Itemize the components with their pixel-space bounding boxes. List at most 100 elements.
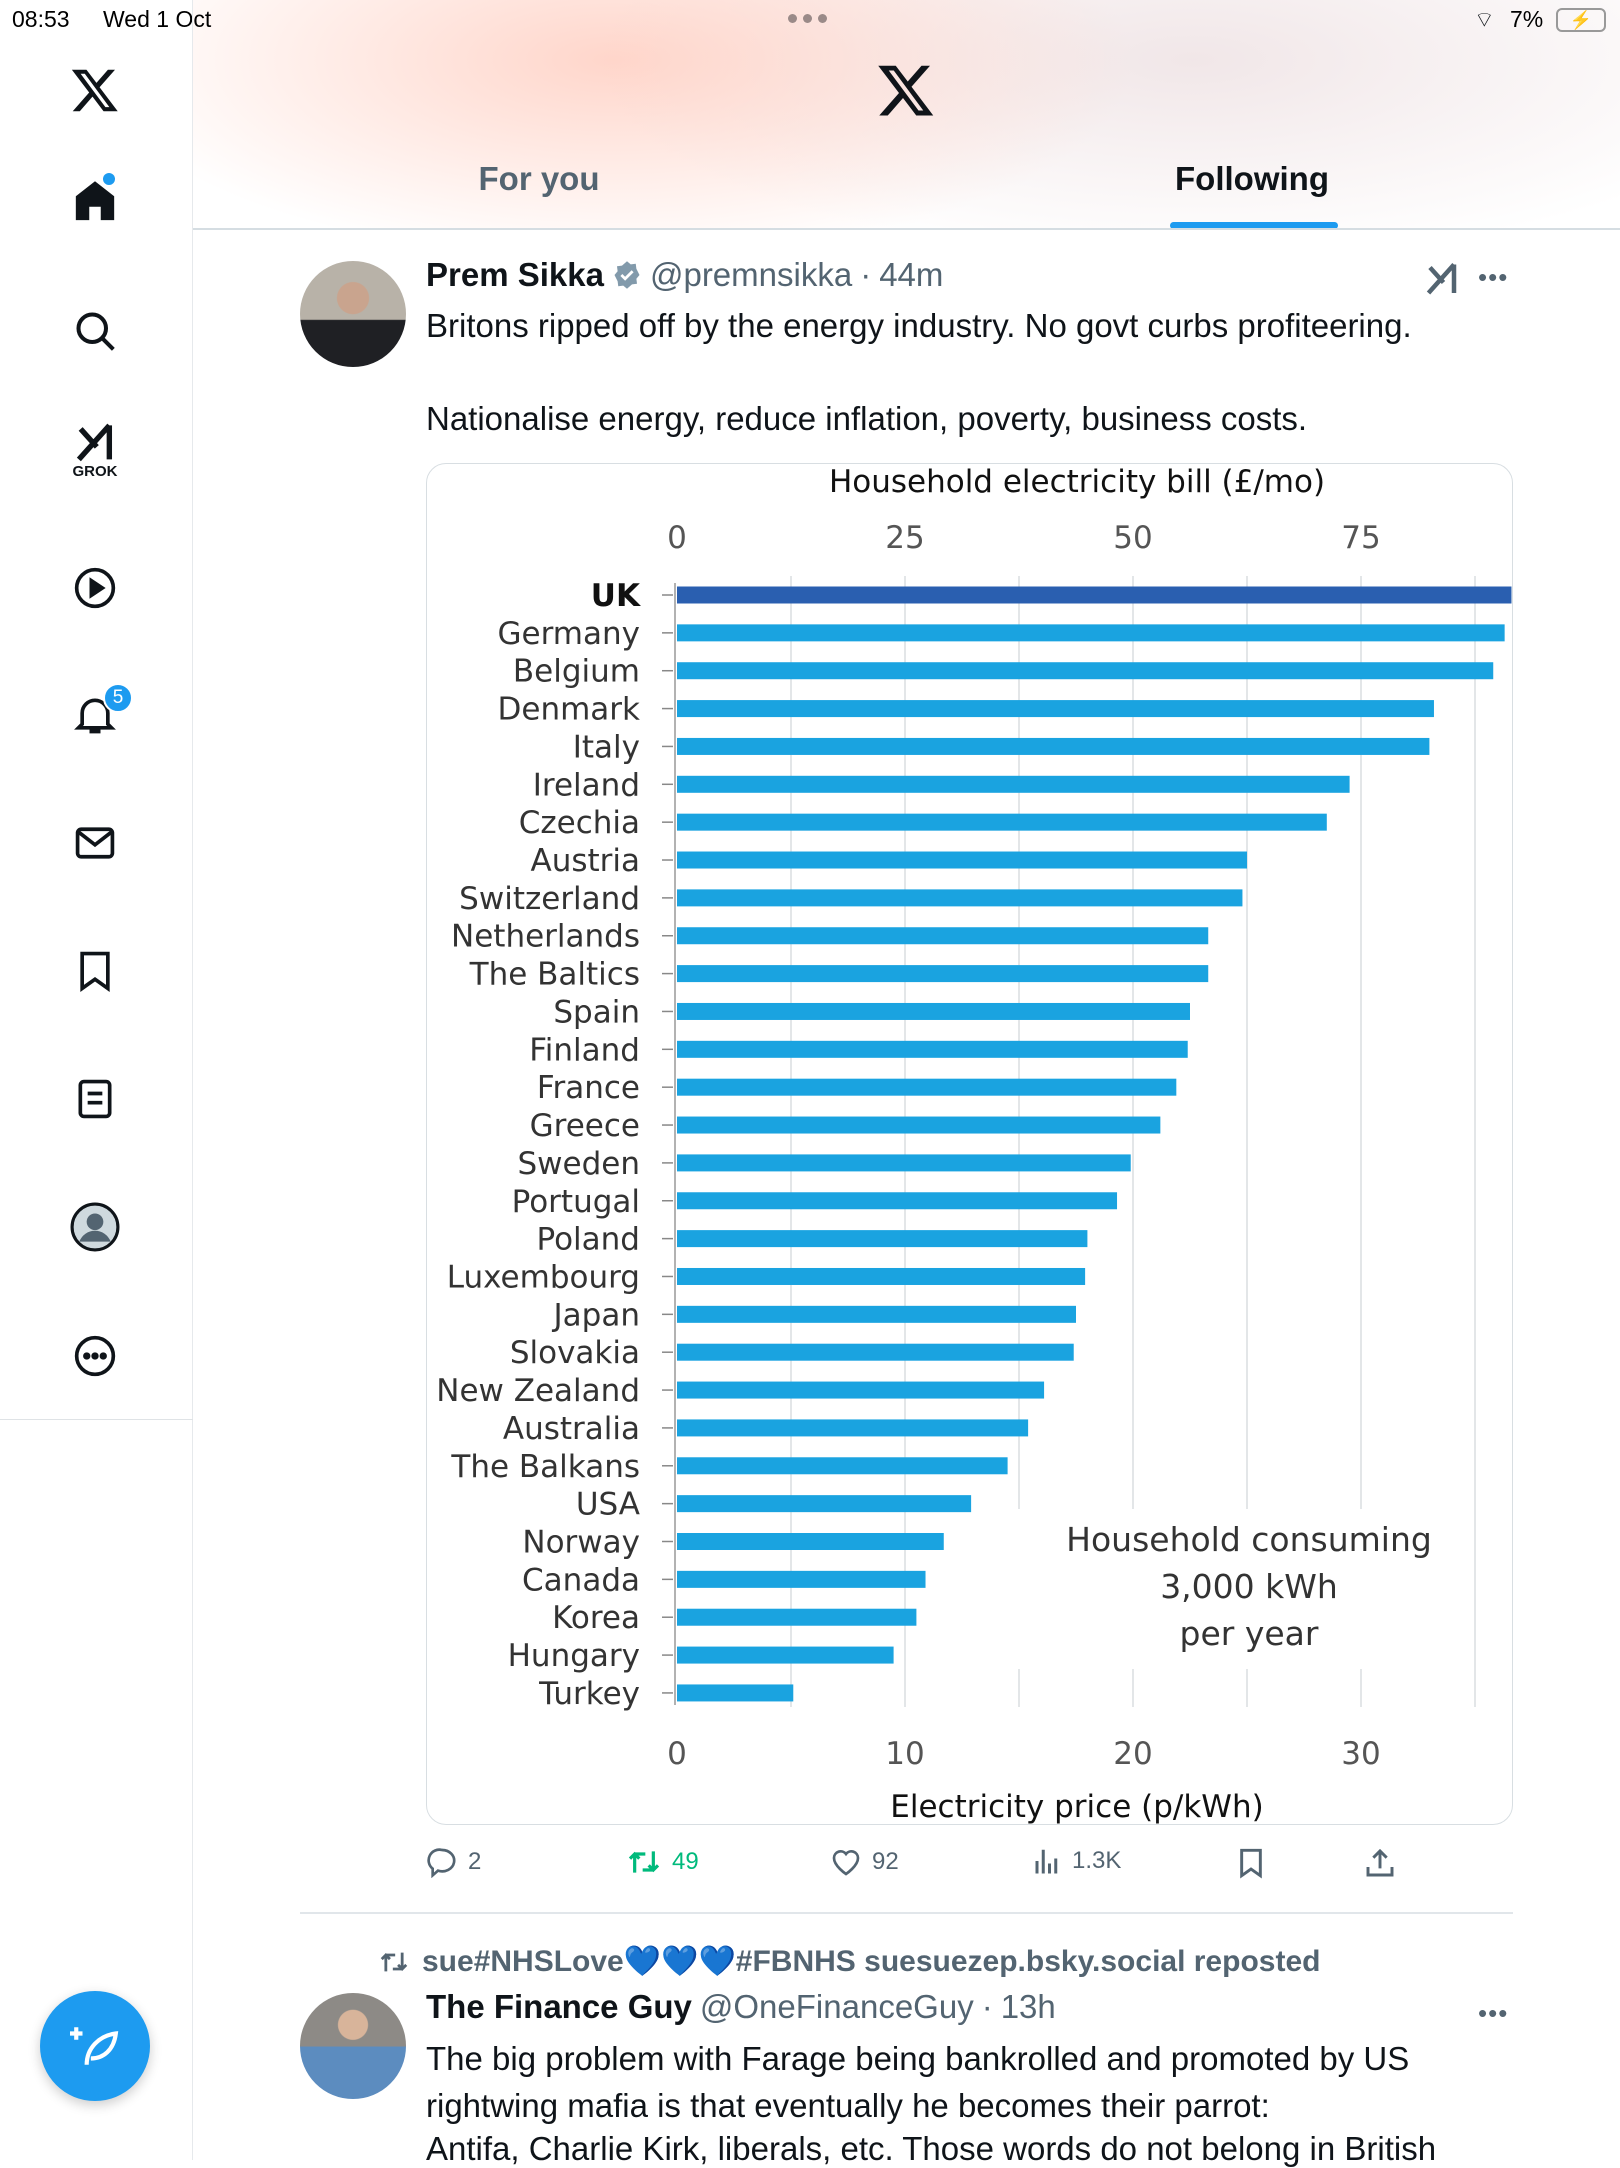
post-time[interactable]: 13h (1000, 1988, 1056, 2025)
author-avatar[interactable] (300, 1993, 406, 2099)
bar-chart: Household electricity bill (£/mo) 0 25 50 75… (436, 464, 1512, 1824)
share-icon (1366, 1848, 1394, 1877)
annotation-background (982, 1509, 1402, 1669)
reply-button[interactable]: 2 (426, 1846, 481, 1878)
category-label: Norway (522, 1525, 640, 1561)
category-label: Portugal (512, 1184, 640, 1220)
author-handle[interactable]: @OneFinanceGuy (699, 1988, 974, 2025)
sidebar: GROK 5 (0, 0, 193, 2160)
category-label: The Balkans (450, 1449, 640, 1485)
status-date: Wed 1 Oct (103, 6, 212, 32)
list-icon (78, 1079, 112, 1119)
bar-slovakia (677, 1343, 1074, 1361)
grok-explain-icon[interactable] (1424, 258, 1460, 303)
bell-icon (74, 698, 116, 734)
compose-post-button[interactable] (40, 1991, 150, 2101)
nav-search[interactable] (65, 301, 125, 361)
tab-following[interactable]: Following (1175, 160, 1329, 197)
nav-grok[interactable]: GROK (65, 420, 125, 480)
bar-usa (677, 1495, 972, 1513)
multitask-dots-icon[interactable] (788, 14, 827, 23)
category-label: Belgium (513, 654, 640, 690)
repost-button[interactable]: 49 (626, 1846, 699, 1878)
author-handle[interactable]: @premnsikka (649, 256, 853, 293)
annotation-text: per year (1180, 1614, 1319, 1653)
repost-icon (380, 1952, 408, 1971)
bookmark-icon (1240, 1848, 1262, 1879)
bar-new-zealand (677, 1381, 1045, 1399)
repost-attribution[interactable]: sue#NHSLove💙💙💙#FBNHS suesuezep.bsky.soci… (422, 1945, 1321, 1978)
category-label: Poland (537, 1222, 641, 1258)
bar-austria (677, 851, 1247, 869)
more-options-icon[interactable]: ••• (1478, 1998, 1509, 2028)
bar-korea (677, 1608, 917, 1626)
nav-profile[interactable] (65, 1197, 125, 1257)
category-label: France (537, 1070, 640, 1106)
more-options-icon[interactable]: ••• (1478, 262, 1509, 292)
header-x-logo-icon[interactable] (876, 60, 936, 125)
author-name[interactable]: The Finance Guy (426, 1988, 692, 2025)
nav-notifications[interactable]: 5 (65, 683, 133, 745)
bottom-tick-label: 30 (1341, 1736, 1380, 1772)
search-icon (76, 312, 115, 351)
category-label: Denmark (498, 692, 641, 728)
chart-image[interactable]: Household electricity bill (£/mo) 0 25 50 75… (426, 463, 1513, 1825)
heart-icon (832, 1850, 860, 1876)
category-label: Austria (530, 843, 640, 879)
bar-sweden (677, 1154, 1131, 1172)
top-tick-label: 75 (1341, 520, 1380, 556)
nav-bookmarks[interactable] (65, 941, 125, 1001)
nav-video[interactable] (65, 558, 125, 618)
category-label: Korea (552, 1600, 640, 1636)
nav-messages[interactable] (65, 813, 125, 873)
bar-denmark (677, 700, 1434, 718)
category-label: The Baltics (469, 957, 640, 993)
battery-charging-icon: ⚡ (1556, 8, 1606, 32)
post-time[interactable]: 44m (879, 256, 944, 293)
bar-portugal (677, 1192, 1118, 1210)
nav-home[interactable] (65, 171, 125, 231)
compose-feather-icon (70, 2027, 119, 2065)
post-divider (300, 1912, 1513, 1914)
repost-count: 49 (672, 1848, 699, 1875)
like-button[interactable]: 92 (830, 1846, 899, 1878)
category-label: Luxembourg (447, 1259, 640, 1295)
notification-badge: 5 (103, 683, 133, 713)
x-logo-icon[interactable] (65, 60, 125, 120)
sidebar-divider (0, 1419, 193, 1420)
share-button[interactable] (1364, 1846, 1396, 1880)
post-text-line1: Britons ripped off by the energy industr… (426, 307, 1412, 344)
grok-label: GROK (72, 463, 118, 480)
home-unread-dot (103, 173, 115, 185)
bookmark-button[interactable] (1235, 1846, 1267, 1880)
bar-greece (677, 1116, 1161, 1134)
home-icon (75, 181, 115, 221)
bar-spain (677, 1002, 1190, 1020)
header-divider (193, 228, 1620, 230)
category-label: Italy (573, 729, 640, 765)
annotation-text: 3,000 kWh (1160, 1567, 1338, 1606)
bar-japan (677, 1305, 1076, 1323)
bar-ireland (677, 775, 1350, 793)
nav-lists[interactable] (65, 1069, 125, 1129)
chart-title: Household electricity bill (£/mo) (829, 464, 1325, 500)
category-label: Australia (503, 1411, 640, 1447)
author-name[interactable]: Prem Sikka (426, 256, 604, 293)
category-label: Netherlands (451, 919, 640, 955)
reply-count: 2 (468, 1848, 482, 1875)
nav-more[interactable] (65, 1326, 125, 1386)
category-label: USA (576, 1487, 640, 1523)
category-label: Canada (522, 1562, 640, 1598)
bar-luxembourg (677, 1267, 1086, 1285)
author-avatar[interactable] (300, 261, 406, 367)
category-label: Czechia (519, 805, 640, 841)
bar-italy (677, 737, 1430, 755)
bar-france (677, 1078, 1177, 1096)
views-button[interactable]: 1.3K (1032, 1846, 1121, 1876)
category-label: Hungary (508, 1638, 640, 1674)
header-background (193, 0, 1620, 228)
bar-australia (677, 1419, 1029, 1437)
active-tab-indicator (1170, 222, 1338, 229)
tab-for-you[interactable]: For you (478, 160, 600, 197)
bottom-tick-label: 10 (885, 1736, 924, 1772)
